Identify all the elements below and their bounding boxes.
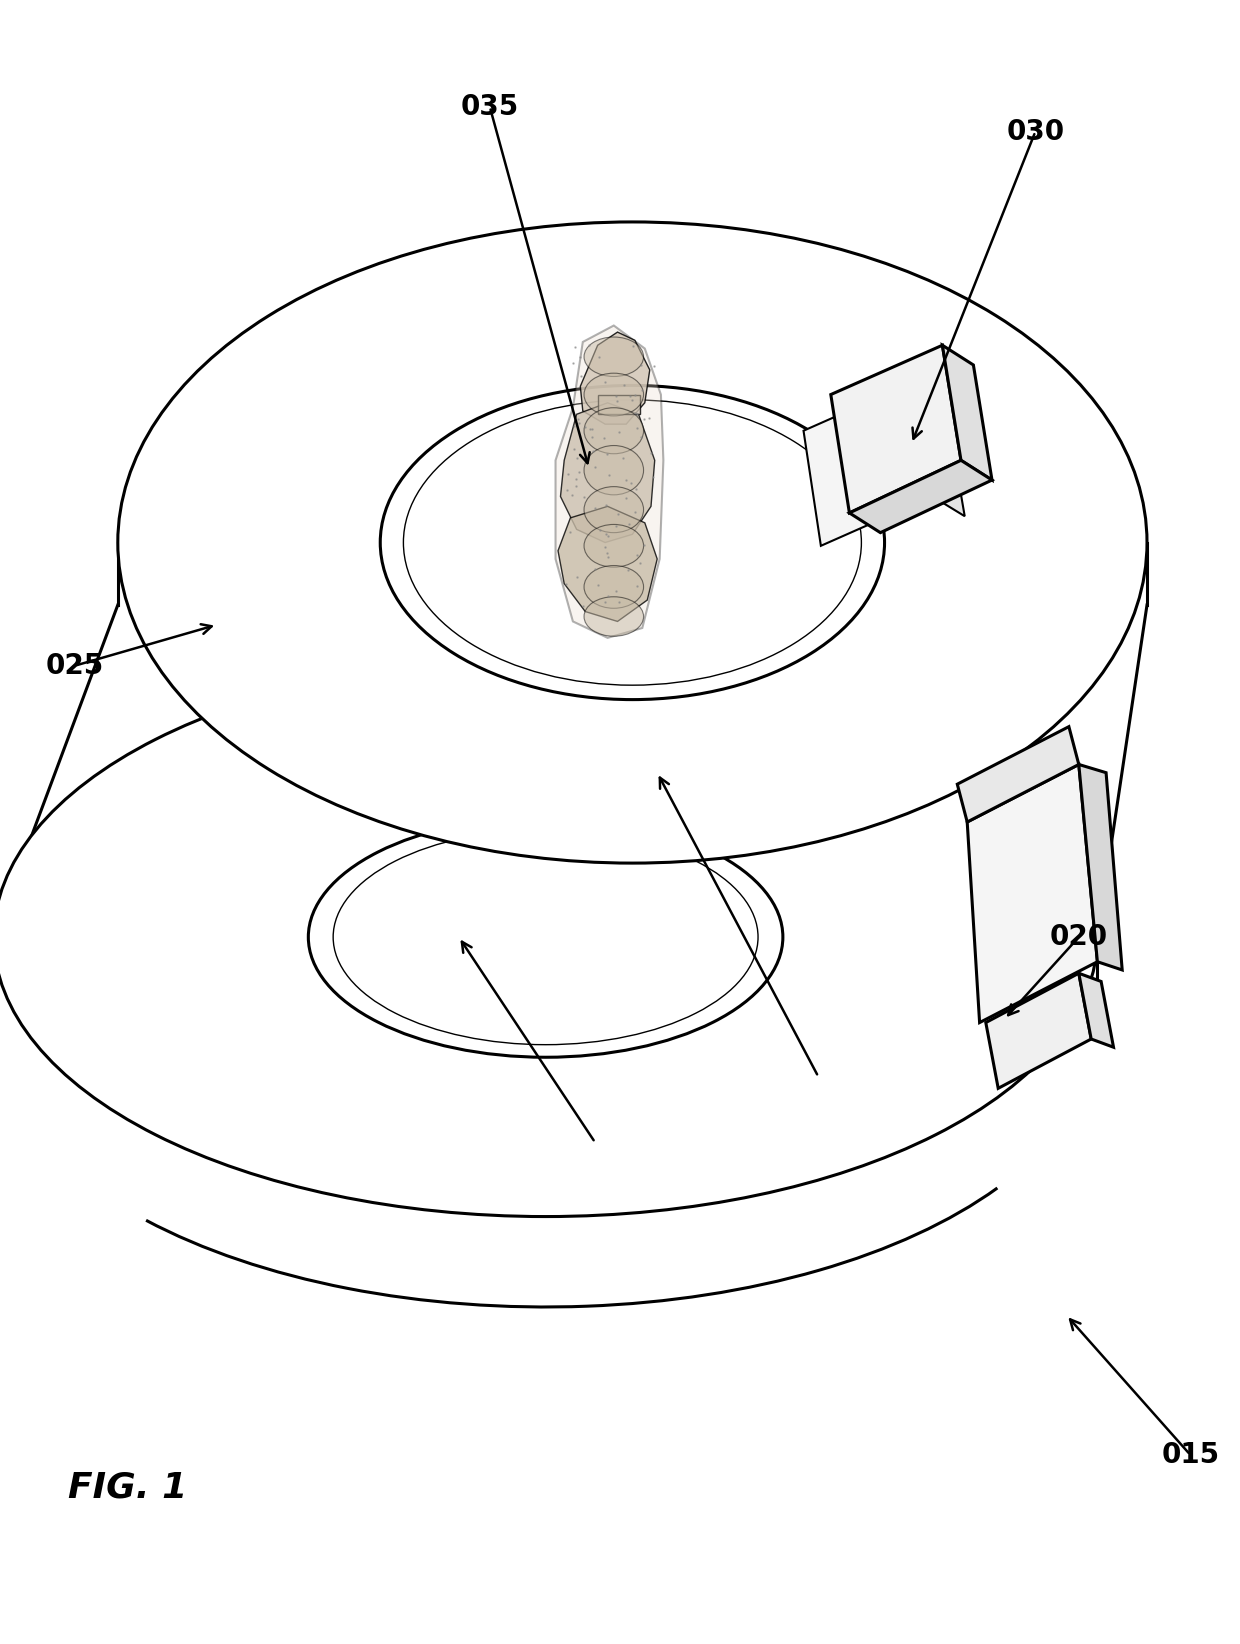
Ellipse shape — [584, 373, 644, 416]
Polygon shape — [967, 764, 1097, 1023]
Polygon shape — [957, 727, 1079, 822]
Ellipse shape — [584, 487, 644, 533]
Ellipse shape — [118, 222, 1147, 863]
Polygon shape — [804, 381, 932, 546]
Text: 025: 025 — [46, 651, 103, 681]
Polygon shape — [849, 460, 992, 533]
Polygon shape — [942, 345, 992, 480]
Text: 035: 035 — [461, 92, 518, 122]
Ellipse shape — [79, 700, 1012, 1174]
Ellipse shape — [0, 658, 1097, 1217]
Ellipse shape — [38, 681, 1053, 1194]
Ellipse shape — [584, 566, 644, 608]
Text: FIG. 1: FIG. 1 — [68, 1471, 187, 1504]
Ellipse shape — [160, 741, 932, 1133]
Ellipse shape — [236, 296, 1029, 789]
Polygon shape — [580, 332, 650, 424]
Polygon shape — [558, 506, 657, 621]
Text: 030: 030 — [1007, 117, 1064, 146]
Ellipse shape — [584, 597, 644, 636]
Ellipse shape — [120, 722, 971, 1152]
Ellipse shape — [198, 761, 893, 1113]
Polygon shape — [556, 326, 663, 638]
Polygon shape — [915, 381, 965, 516]
Polygon shape — [1079, 973, 1114, 1047]
Polygon shape — [1079, 764, 1122, 970]
Ellipse shape — [403, 399, 862, 686]
Ellipse shape — [159, 248, 1106, 837]
Ellipse shape — [584, 337, 644, 376]
Ellipse shape — [197, 271, 1068, 814]
Ellipse shape — [309, 817, 782, 1057]
Ellipse shape — [273, 317, 992, 766]
Ellipse shape — [381, 385, 884, 700]
Polygon shape — [598, 395, 640, 414]
Ellipse shape — [584, 524, 644, 567]
Polygon shape — [560, 403, 655, 543]
Ellipse shape — [334, 830, 758, 1044]
Ellipse shape — [584, 446, 644, 495]
Text: 020: 020 — [1050, 922, 1107, 952]
Polygon shape — [986, 973, 1091, 1088]
Polygon shape — [831, 345, 961, 513]
Ellipse shape — [584, 408, 644, 454]
Text: 015: 015 — [1162, 1440, 1219, 1470]
